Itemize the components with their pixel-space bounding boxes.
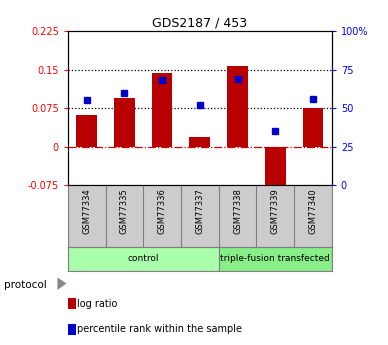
Bar xyxy=(76,115,97,147)
Text: GSM77339: GSM77339 xyxy=(271,188,280,234)
Text: protocol: protocol xyxy=(4,280,47,289)
Text: GSM77338: GSM77338 xyxy=(233,188,242,234)
Bar xyxy=(189,137,210,147)
Text: triple-fusion transfected: triple-fusion transfected xyxy=(220,254,330,263)
Text: GSM77337: GSM77337 xyxy=(195,188,204,234)
Text: GSM77334: GSM77334 xyxy=(82,188,91,234)
Text: log ratio: log ratio xyxy=(77,299,118,308)
Bar xyxy=(114,98,135,147)
Text: GSM77340: GSM77340 xyxy=(308,188,317,234)
Bar xyxy=(303,108,323,147)
Bar xyxy=(227,66,248,147)
Polygon shape xyxy=(57,277,66,290)
Bar xyxy=(152,73,173,147)
Bar xyxy=(68,324,76,335)
Bar xyxy=(68,298,76,309)
Text: percentile rank within the sample: percentile rank within the sample xyxy=(77,325,242,334)
Text: GSM77335: GSM77335 xyxy=(120,188,129,234)
Bar xyxy=(219,247,332,271)
Title: GDS2187 / 453: GDS2187 / 453 xyxy=(152,17,248,30)
Text: control: control xyxy=(128,254,159,263)
Text: GSM77336: GSM77336 xyxy=(158,188,166,234)
Bar xyxy=(265,147,286,196)
Bar xyxy=(68,247,219,271)
